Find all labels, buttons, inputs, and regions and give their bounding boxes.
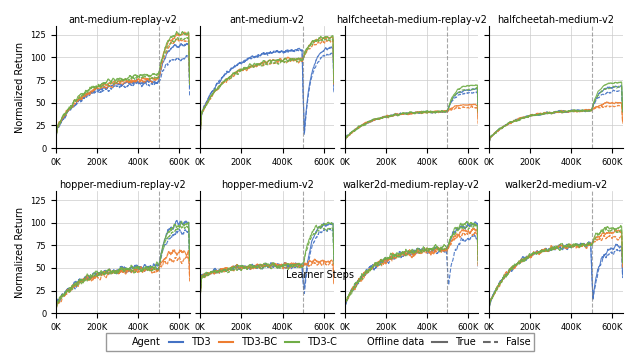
- Title: walker2d-medium-v2: walker2d-medium-v2: [504, 180, 607, 190]
- Legend: Agent, TD3, TD3-BC, TD3-C, Offline data, True, False: Agent, TD3, TD3-BC, TD3-C, Offline data,…: [106, 333, 534, 351]
- Title: halfcheetah-medium-v2: halfcheetah-medium-v2: [497, 15, 614, 25]
- Title: halfcheetah-medium-replay-v2: halfcheetah-medium-replay-v2: [336, 15, 487, 25]
- Text: Learner Steps: Learner Steps: [286, 270, 354, 280]
- Title: ant-medium-v2: ant-medium-v2: [230, 15, 305, 25]
- Title: hopper-medium-v2: hopper-medium-v2: [221, 180, 314, 190]
- Title: hopper-medium-replay-v2: hopper-medium-replay-v2: [60, 180, 186, 190]
- Y-axis label: Normalized Return: Normalized Return: [15, 206, 25, 298]
- Y-axis label: Normalized Return: Normalized Return: [15, 41, 25, 132]
- Title: walker2d-medium-replay-v2: walker2d-medium-replay-v2: [343, 180, 480, 190]
- Title: ant-medium-replay-v2: ant-medium-replay-v2: [68, 15, 177, 25]
